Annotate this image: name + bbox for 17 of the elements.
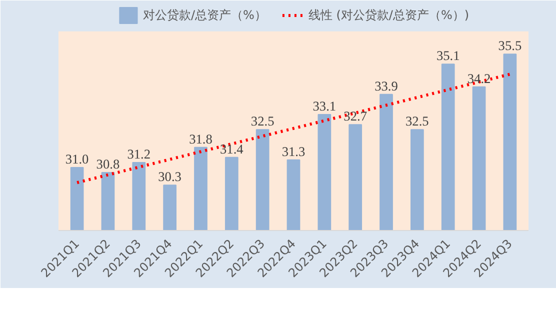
data-label: 31.2 — [127, 146, 151, 162]
legend-label: 线性 (对公贷款/总资产（%）) — [308, 6, 470, 24]
data-label: 31.8 — [189, 131, 213, 146]
data-label: 30.8 — [96, 156, 120, 172]
data-label: 35.5 — [498, 38, 522, 54]
data-label: 31.4 — [220, 141, 244, 156]
data-label: 32.5 — [406, 114, 430, 129]
data-label: 34.2 — [467, 70, 491, 86]
data-label: 35.1 — [436, 48, 460, 64]
data-label: 31.0 — [65, 151, 90, 166]
data-label: 32.5 — [250, 114, 275, 129]
data-label: 30.3 — [158, 169, 182, 184]
data-label: 31.3 — [282, 144, 306, 159]
data-label: 32.7 — [344, 108, 368, 124]
data-label: 33.9 — [374, 78, 398, 94]
legend-label: 对公贷款/总资产（%） — [142, 6, 266, 24]
data-label: 33.1 — [312, 98, 336, 114]
